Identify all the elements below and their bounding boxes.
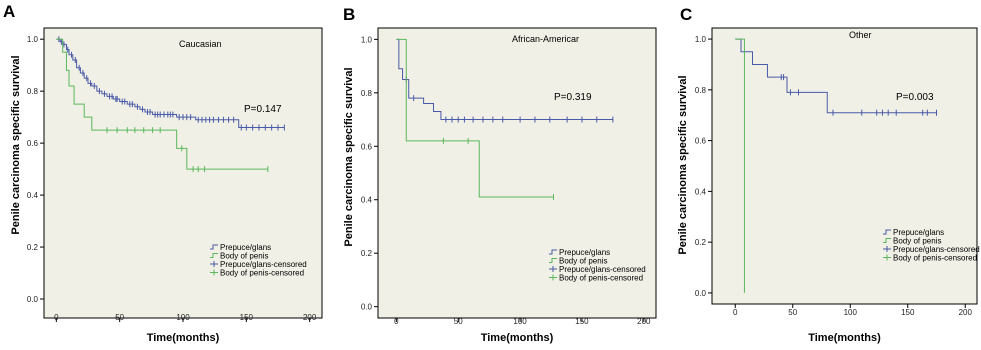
x-tick-label: 100 xyxy=(844,308,858,317)
x-tick-label: 0 xyxy=(394,317,399,326)
panel-letter: A xyxy=(3,2,15,21)
x-tick-label: 150 xyxy=(901,308,915,317)
legend-entry: Prepuce/glans xyxy=(893,228,944,237)
legend-entry: Body of penis xyxy=(559,257,607,266)
panel-b: B 0.0 0.2 0.4 0.6 0.8 1.0 0 50 100 150 200 Penile ca… xyxy=(343,5,657,344)
plot-area xyxy=(377,27,657,319)
p-value-annotation: P=0.319 xyxy=(554,92,592,103)
series-line-prepuce-glans xyxy=(56,38,285,129)
plot-area xyxy=(43,27,323,319)
legend-entry: Body of penis xyxy=(220,252,268,261)
y-tick-label: 1.0 xyxy=(27,35,39,44)
y-tick-label: 0.0 xyxy=(361,303,373,312)
y-tick-label: 1.0 xyxy=(361,35,373,44)
plot-area xyxy=(711,27,978,305)
x-tick-label: 200 xyxy=(303,313,317,322)
p-value-annotation: P=0.003 xyxy=(896,92,934,103)
y-tick-label: 0.6 xyxy=(27,139,39,148)
panel-title: African-Americar xyxy=(512,34,579,44)
y-tick-label: 0.0 xyxy=(27,295,39,304)
x-tick-label: 50 xyxy=(454,317,463,326)
x-tick-label: 50 xyxy=(788,308,797,317)
panel-a: A 0.0 0.2 0.4 0.6 0.8 1.0 0 50 100 150 200 Penile ca… xyxy=(3,2,323,344)
panel-title: Caucasian xyxy=(179,39,222,49)
x-tick-label: 200 xyxy=(959,308,973,317)
p-value-annotation: P=0.147 xyxy=(244,104,282,115)
y-tick-label: 0.8 xyxy=(27,87,39,96)
x-axis-label: Time(months) xyxy=(481,332,554,344)
series-line-prepuce-glans xyxy=(396,38,613,121)
legend-swatch xyxy=(210,244,218,250)
y-tick-label: 0.8 xyxy=(361,89,373,98)
panel-c: C 0.0 0.2 0.4 0.6 0.8 1.0 0 50 100 150 200 Penile ca… xyxy=(677,5,980,344)
panel-letter: B xyxy=(343,5,355,24)
series-line-body-of-penis xyxy=(735,38,745,293)
y-tick-label: 0.4 xyxy=(27,191,39,200)
legend-entry: Body of penis-censored xyxy=(893,254,977,263)
y-tick-label: 0.2 xyxy=(361,249,373,258)
legend-swatch xyxy=(210,253,218,258)
legend-entry: Body of penis xyxy=(893,237,941,246)
x-tick-label: 50 xyxy=(115,313,124,322)
x-tick-label: 0 xyxy=(54,313,59,322)
legend-entry: Prepuce/glans-censored xyxy=(559,265,646,274)
y-tick-label: 0.8 xyxy=(695,86,707,95)
legend-swatch xyxy=(883,229,891,235)
y-tick-label: 0.2 xyxy=(27,243,39,252)
panel-title: Other xyxy=(849,30,872,40)
x-tick-label: 200 xyxy=(637,317,651,326)
y-tick-label: 0.0 xyxy=(695,289,707,298)
panel-letter: C xyxy=(680,5,692,24)
legend-entry: Body of penis-censored xyxy=(559,274,643,283)
y-axis-label: Penile carcinoma specific survival xyxy=(343,67,355,246)
legend-entry: Body of penis-censored xyxy=(220,269,304,278)
y-tick-label: 0.6 xyxy=(695,137,707,146)
x-tick-label: 150 xyxy=(575,317,589,326)
y-tick-label: 0.2 xyxy=(695,238,707,247)
y-tick-label: 1.0 xyxy=(695,35,707,44)
series-line-body-of-penis xyxy=(396,38,554,198)
x-tick-label: 150 xyxy=(240,313,254,322)
legend-swatch xyxy=(549,249,557,255)
legend-entry: Prepuce/glans-censored xyxy=(220,260,307,269)
legend-entry: Prepuce/glans xyxy=(220,243,271,252)
x-axis-label: Time(months) xyxy=(147,332,220,344)
legend-swatch xyxy=(549,258,557,263)
legend-entry: Prepuce/glans-censored xyxy=(893,245,980,254)
y-tick-label: 0.4 xyxy=(361,196,373,205)
y-tick-label: 0.4 xyxy=(695,187,707,196)
x-tick-label: 100 xyxy=(513,317,527,326)
legend-swatch xyxy=(883,238,891,243)
y-axis-label: Penile carcinoma specific survival xyxy=(677,75,689,254)
x-tick-label: 0 xyxy=(733,308,738,317)
series-line-prepuce-glans xyxy=(735,38,937,114)
series-line-body-of-penis xyxy=(56,38,268,170)
legend-entry: Prepuce/glans xyxy=(559,248,610,257)
x-axis-label: Time(months) xyxy=(808,332,881,344)
x-tick-label: 100 xyxy=(176,313,190,322)
y-tick-label: 0.6 xyxy=(361,142,373,151)
y-axis-label: Penile carcinoma specific survival xyxy=(10,55,22,234)
